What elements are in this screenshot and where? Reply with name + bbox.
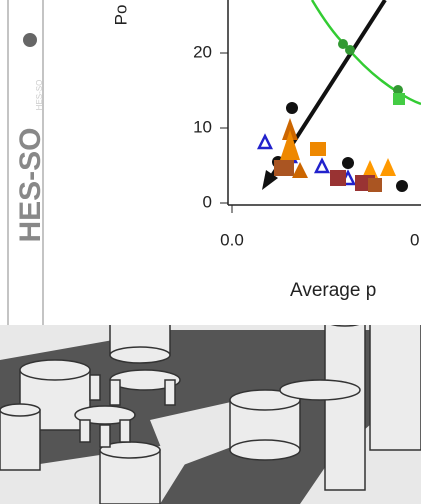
y-tick-label: 20 — [193, 42, 212, 61]
y-axis-label: Po — [111, 5, 130, 26]
collage: HES-SO HES-SO Po 20 10 0 0.0 0 Average p — [0, 0, 421, 504]
logo-sidebar: HES-SO HES-SO — [0, 0, 47, 325]
logo-dot — [23, 33, 37, 47]
y-tick-label: 10 — [193, 117, 212, 136]
logo-text: HES-SO — [14, 127, 47, 242]
marker — [345, 45, 355, 55]
y-tick-label: 0 — [203, 192, 212, 211]
marker — [393, 93, 405, 105]
x-axis-label: Average p — [290, 280, 376, 301]
x-tick-label: 0.0 — [220, 230, 244, 249]
logo-watermark: HES-SO — [35, 80, 44, 111]
page: HES-SO HES-SO Po 20 10 0 0.0 0 Average p — [0, 0, 421, 504]
x-tick-label: 0 — [410, 230, 419, 249]
figure-panel — [45, 0, 421, 325]
